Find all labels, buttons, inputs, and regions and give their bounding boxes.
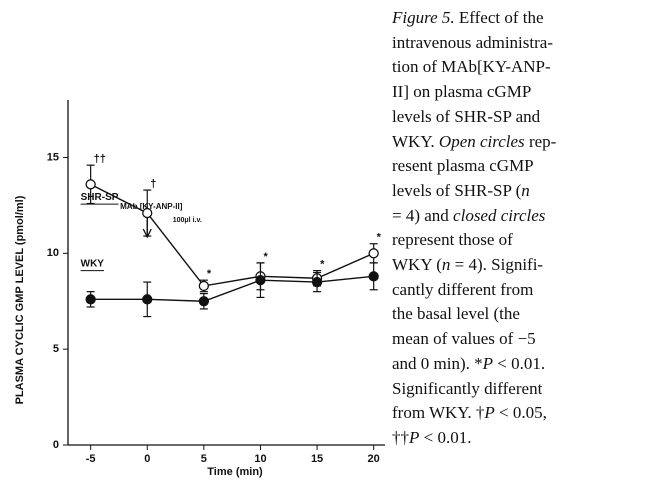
- significance-mark: *: [207, 268, 212, 280]
- caption-line: cantly different from: [392, 278, 660, 303]
- caption-line: intravenous administra-: [392, 31, 660, 56]
- annotation-text: MAb [KY-ANP-II]: [120, 202, 183, 211]
- caption-text: levels of SHR-SP (: [392, 180, 522, 200]
- data-point: [368, 248, 379, 259]
- caption-text: intravenous administra-: [392, 32, 553, 52]
- caption-text: tion of MAb[KY-ANP-: [392, 57, 551, 77]
- caption-text: rep-: [524, 131, 557, 151]
- data-point: [142, 294, 153, 305]
- y-tick-label: 5: [53, 343, 59, 355]
- caption-text: = 4). Signifi-: [450, 255, 544, 275]
- caption-line: Figure 5. Effect of the: [392, 6, 660, 31]
- caption-text: and 0 min). *: [392, 353, 483, 373]
- significance-mark: *: [320, 258, 325, 270]
- series-label: WKY: [81, 258, 105, 269]
- caption-line: resent plasma cGMP: [392, 154, 660, 179]
- x-tick-label: 5: [201, 453, 207, 465]
- x-tick-label: 15: [311, 453, 323, 465]
- y-tick-label: 15: [47, 151, 59, 163]
- caption-line: levels of SHR-SP (n: [392, 179, 660, 204]
- series-line: [90, 275, 374, 302]
- x-tick-label: 20: [368, 453, 380, 465]
- data-point: [142, 207, 153, 219]
- data-point: [85, 179, 96, 190]
- significance-mark: †: [150, 178, 156, 190]
- caption-line: represent those of: [392, 228, 660, 253]
- caption-line: mean of values of −5: [392, 327, 660, 352]
- x-tick-label: 10: [254, 453, 266, 465]
- caption-line: = 4) and closed circles: [392, 204, 660, 229]
- caption-line: tion of MAb[KY-ANP-: [392, 55, 660, 80]
- caption-text: Open circles: [438, 131, 525, 151]
- caption-text: P: [409, 427, 420, 447]
- significance-mark: ††: [94, 153, 106, 165]
- data-point: [198, 296, 210, 307]
- caption-text: resent plasma cGMP: [392, 156, 534, 176]
- caption-text: = 4) and: [392, 205, 454, 225]
- caption-line: the basal level (the: [392, 302, 660, 327]
- data-point: [85, 294, 96, 305]
- caption-text: Figure 5.: [392, 8, 455, 27]
- caption-line: ††P < 0.01.: [392, 426, 660, 451]
- data-point: [255, 275, 266, 286]
- caption-text: < 0.01.: [493, 353, 546, 373]
- caption-text: P: [482, 353, 494, 373]
- caption-text: ††: [392, 427, 409, 447]
- caption-line: and 0 min). *P < 0.01.: [392, 352, 660, 377]
- caption-line: WKY (n = 4). Signifi-: [392, 253, 660, 278]
- caption-text: Effect of the: [454, 8, 544, 27]
- caption-line: II] on plasma cGMP: [392, 80, 660, 105]
- x-tick-label: -5: [86, 453, 96, 465]
- y-axis-label: PLASMA CYCLIC GMP LEVEL (pmol/ml): [14, 195, 26, 404]
- caption-line: WKY. Open circles rep-: [392, 130, 660, 155]
- significance-mark: *: [377, 232, 382, 244]
- y-tick-label: 10: [47, 247, 59, 259]
- caption-text: n: [521, 180, 530, 200]
- caption-text: n: [441, 255, 451, 275]
- series-label: SHR-SP: [81, 192, 119, 203]
- caption-text: represent those of: [392, 230, 513, 250]
- data-point: [311, 276, 323, 288]
- caption-line: from WKY. †P < 0.05,: [392, 401, 660, 426]
- y-tick-label: 0: [53, 439, 59, 451]
- significance-mark: *: [263, 251, 268, 263]
- caption-text: < 0.05,: [494, 403, 547, 423]
- caption-text: the basal level (the: [392, 304, 520, 324]
- caption-text: cantly different from: [392, 279, 534, 299]
- caption-text: from WKY. †: [392, 403, 485, 423]
- series-line: [90, 183, 374, 287]
- caption-text: WKY (: [392, 255, 442, 275]
- caption-line: levels of SHR-SP and: [392, 105, 660, 130]
- x-axis-label: Time (min): [207, 466, 263, 478]
- caption-line: Significantly different: [392, 377, 660, 402]
- caption-text: levels of SHR-SP and: [392, 106, 541, 126]
- annotation-arrowhead: [142, 228, 152, 239]
- caption-text: mean of values of −5: [392, 329, 536, 349]
- caption-text: P: [484, 403, 495, 423]
- x-tick-label: 0: [144, 453, 150, 465]
- caption-text: closed circles: [453, 205, 546, 225]
- caption-text: II] on plasma cGMP: [392, 82, 532, 102]
- caption: Figure 5. Effect of the intravenous admin…: [392, 6, 660, 451]
- caption-text: Significantly different: [392, 378, 543, 398]
- data-point: [368, 271, 379, 282]
- caption-text: WKY.: [392, 131, 439, 151]
- caption-text: < 0.01.: [419, 427, 472, 447]
- data-point: [198, 280, 210, 292]
- annotation-subtext: 100μl i.v.: [173, 217, 202, 224]
- chart: PLASMA CYCLIC GMP LEVEL (pmol/ml) Time (…: [14, 100, 385, 478]
